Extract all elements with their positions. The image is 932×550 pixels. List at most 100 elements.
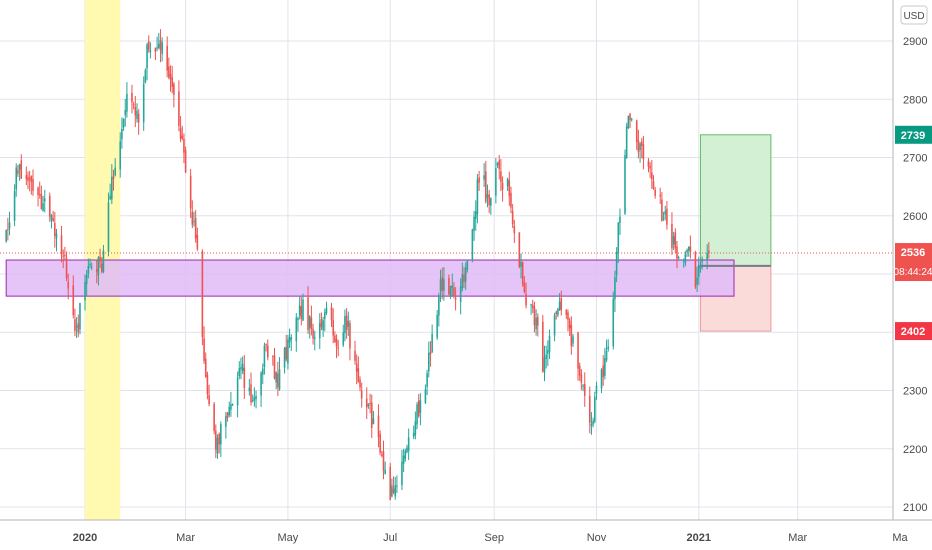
- candle-body: [100, 263, 103, 272]
- candle-body: [382, 451, 385, 471]
- candle-body: [324, 312, 326, 319]
- candle-body: [191, 212, 194, 225]
- candle-body: [193, 221, 195, 223]
- candle-body: [168, 66, 170, 78]
- candle-body: [542, 321, 544, 372]
- candle-body: [230, 404, 232, 410]
- candle-body: [624, 155, 626, 214]
- candle-body: [614, 277, 616, 300]
- candle-body: [178, 91, 180, 127]
- candle-body: [365, 398, 368, 408]
- candle-body: [604, 358, 606, 376]
- candle-body: [42, 203, 44, 211]
- candle-body: [275, 372, 277, 383]
- time-tick-label: Sep: [484, 532, 504, 544]
- profit-zone[interactable]: [699, 134, 772, 267]
- candle-body: [417, 400, 420, 417]
- candle-body: [52, 218, 54, 221]
- candle-body: [240, 367, 242, 370]
- candle-body: [136, 110, 138, 119]
- candle-body: [37, 187, 39, 195]
- candle-body: [545, 354, 547, 359]
- candle-body: [666, 208, 668, 225]
- candle-body: [156, 47, 158, 49]
- candle-body: [531, 305, 534, 308]
- candle-body: [635, 120, 638, 142]
- candle-body: [48, 196, 51, 217]
- candle-body: [595, 385, 598, 394]
- long-position-tool[interactable]: [699, 134, 772, 332]
- candle-body: [312, 328, 314, 339]
- candle-body: [260, 372, 262, 396]
- candle-body: [250, 384, 252, 403]
- price-tick-label: 2200: [903, 444, 927, 456]
- candle-body: [451, 285, 454, 288]
- bar-countdown-label: 08:44:24: [894, 267, 932, 278]
- candle-body: [28, 178, 31, 180]
- candle-body: [555, 311, 558, 315]
- candle-body: [391, 485, 393, 497]
- candle-body: [215, 430, 217, 450]
- currency-label: USD: [903, 11, 924, 22]
- candle-body: [62, 255, 64, 257]
- candle-body: [708, 250, 710, 254]
- candle-body: [253, 396, 256, 401]
- candle-body: [287, 339, 289, 364]
- candle-body: [354, 350, 356, 361]
- support-zone-rectangle[interactable]: [5, 259, 735, 297]
- candle-body: [662, 217, 665, 219]
- candle-body: [590, 423, 593, 426]
- candle-body: [684, 254, 687, 264]
- candle-body: [15, 167, 18, 190]
- candle-body: [347, 320, 350, 327]
- candle-body: [124, 109, 127, 116]
- candle-body: [97, 257, 100, 276]
- candle-body: [617, 222, 620, 254]
- candle-body: [50, 215, 53, 221]
- candle-body: [360, 390, 363, 399]
- candle-body: [226, 412, 229, 418]
- candle-body: [228, 407, 231, 416]
- candle-body: [495, 168, 497, 196]
- candle-body: [627, 116, 630, 129]
- candle-body: [261, 368, 264, 375]
- candle-body: [325, 307, 328, 314]
- candle-body: [412, 433, 415, 437]
- candle-body: [419, 400, 422, 413]
- candle-body: [466, 260, 469, 270]
- candle-body: [216, 437, 219, 454]
- candle-body: [578, 365, 581, 376]
- candle-body: [453, 287, 455, 297]
- candle-body: [548, 336, 551, 353]
- candle-body: [687, 246, 690, 251]
- candle-body: [8, 222, 11, 229]
- candle-body: [404, 450, 407, 459]
- currency-button[interactable]: [900, 5, 928, 25]
- price-tick-label: 2100: [903, 502, 927, 514]
- candle-body: [478, 177, 480, 183]
- candle-body: [169, 73, 172, 80]
- candle-body: [290, 337, 293, 340]
- candle-body: [600, 369, 603, 389]
- candle-body: [471, 229, 474, 261]
- candle-body: [464, 268, 467, 282]
- candle-body: [506, 178, 509, 187]
- candle-body: [272, 355, 274, 357]
- candle-body: [122, 118, 125, 128]
- candle-body: [677, 257, 680, 259]
- candle-body: [109, 195, 111, 200]
- candle-body: [349, 323, 351, 349]
- candle-body: [54, 223, 56, 236]
- candle-body: [20, 160, 23, 179]
- candle-body: [126, 93, 128, 112]
- candle-body: [313, 337, 316, 339]
- candle-body: [592, 420, 594, 425]
- time-axis[interactable]: 2020 Mar May Jul Sep Nov 2021 Mar Ma: [73, 532, 909, 544]
- candle-body: [32, 179, 34, 191]
- time-tick-label: Nov: [587, 532, 607, 544]
- candle-body: [501, 182, 504, 190]
- candles: [5, 29, 710, 501]
- candle-body: [288, 336, 291, 343]
